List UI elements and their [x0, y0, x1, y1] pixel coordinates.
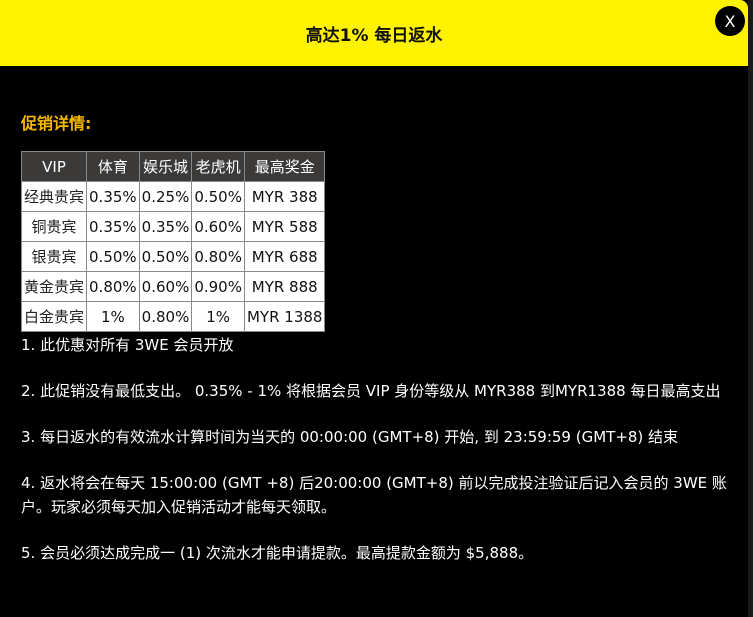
section-title: 促销详情: [21, 114, 92, 133]
vip-level-cell: 银贵宾 [20, 241, 88, 272]
rules-list: 1. 此优惠对所有 3WE 会员开放 2. 此促销没有最低支出。 0.35% - … [21, 333, 731, 587]
close-icon: X [724, 11, 736, 31]
rule-item: 2. 此促销没有最低支出。 0.35% - 1% 将根据会员 VIP 身份等级从… [21, 382, 721, 400]
table-header-cell: 娱乐城 [138, 151, 193, 182]
table-header-cell: 老虎机 [191, 151, 245, 182]
table-cell: 0.60% [138, 271, 193, 302]
table-cell: 0.50% [191, 181, 245, 212]
table-cell: MYR 388 [243, 181, 326, 212]
table-cell: 0.80% [191, 241, 245, 272]
rule-item: 5. 会员必须达成完成一 (1) 次流水才能申请提款。最高提款金额为 $5,88… [21, 544, 534, 562]
vip-level-cell: 黄金贵宾 [20, 271, 88, 302]
table-cell: 0.25% [138, 181, 193, 212]
table-cell: MYR 588 [243, 211, 326, 242]
table-header-row: VIP 体育 娱乐城 老虎机 最高奖金 [20, 151, 326, 182]
vip-level-cell: 经典贵宾 [20, 181, 88, 212]
table-row: 银贵宾 0.50% 0.50% 0.80% MYR 688 [20, 241, 326, 272]
modal-header: 高达1% 每日返水 [0, 0, 748, 66]
table-header-cell: 体育 [86, 151, 140, 182]
table-header-cell: VIP [20, 151, 88, 182]
table-cell: 0.90% [191, 271, 245, 302]
table-cell: 0.80% [138, 301, 193, 332]
vip-level-cell: 铜贵宾 [20, 211, 88, 242]
background-page [748, 0, 753, 617]
table-cell: 0.60% [191, 211, 245, 242]
table-row: 经典贵宾 0.35% 0.25% 0.50% MYR 388 [20, 181, 326, 212]
rule-item: 1. 此优惠对所有 3WE 会员开放 [21, 336, 234, 354]
vip-level-cell: 白金贵宾 [20, 301, 88, 332]
rule-item: 3. 每日返水的有效流水计算时间为当天的 00:00:00 (GMT+8) 开始… [21, 428, 679, 446]
table-cell: 0.50% [86, 241, 140, 272]
table-cell: MYR 1388 [243, 301, 326, 332]
table-cell: MYR 888 [243, 271, 326, 302]
table-row: 铜贵宾 0.35% 0.35% 0.60% MYR 588 [20, 211, 326, 242]
table-header-cell: 最高奖金 [243, 151, 326, 182]
table-cell: 0.35% [86, 211, 140, 242]
table-cell: 0.35% [86, 181, 140, 212]
table-cell: 1% [86, 301, 140, 332]
table-cell: MYR 688 [243, 241, 326, 272]
vip-rebate-table: VIP 体育 娱乐城 老虎机 最高奖金 经典贵宾 0.35% 0.25% 0.50% MYR 3… [20, 151, 326, 332]
close-button[interactable]: X [715, 6, 745, 36]
modal-title: 高达1% 每日返水 [305, 25, 443, 46]
table-cell: 0.50% [138, 241, 193, 272]
rule-item: 4. 返水将会在每天 15:00:00 (GMT +8) 后20:00:00 (… [21, 474, 727, 516]
table-cell: 0.35% [138, 211, 193, 242]
table-cell: 1% [191, 301, 245, 332]
table-row: 黄金贵宾 0.80% 0.60% 0.90% MYR 888 [20, 271, 326, 302]
table-row: 白金贵宾 1% 0.80% 1% MYR 1388 [20, 301, 326, 332]
table-cell: 0.80% [86, 271, 140, 302]
